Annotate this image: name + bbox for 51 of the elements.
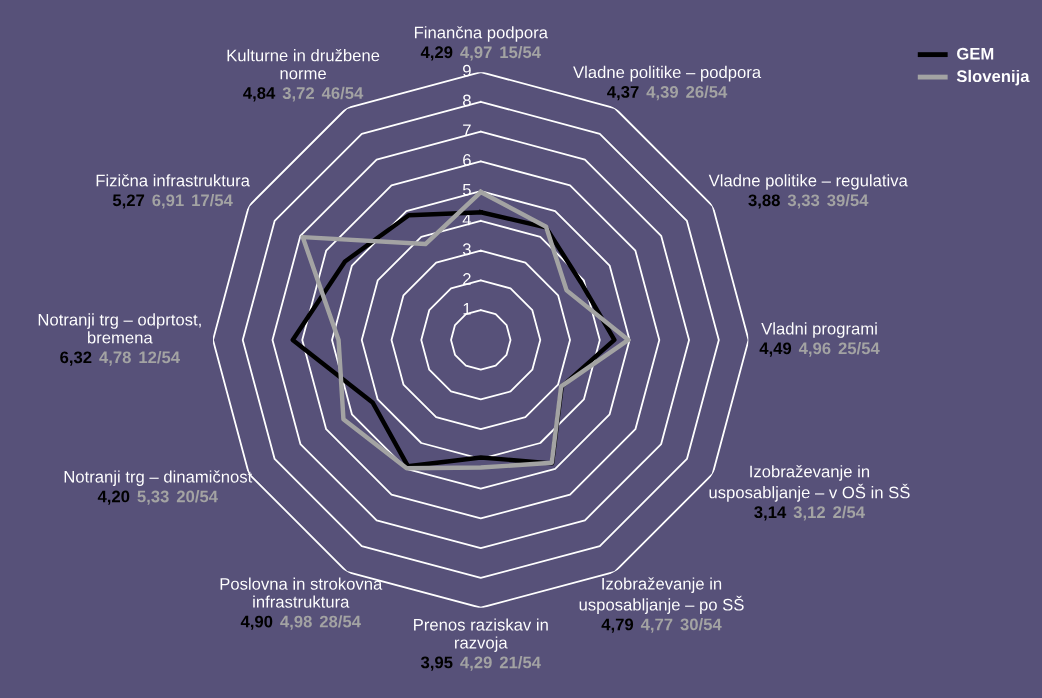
text: 4,49 xyxy=(759,342,792,357)
spoke-label: Kulturne in družbene norme xyxy=(227,49,380,80)
text: 6,32 xyxy=(60,351,92,366)
text: 39/54 xyxy=(827,193,869,207)
spoke-label: Vladne politike – podpora xyxy=(573,65,762,82)
text: 6,91 xyxy=(152,194,184,209)
text: 46/54 xyxy=(321,86,364,100)
spoke-label: Vladni programi xyxy=(761,322,877,338)
text: 5,27 xyxy=(112,194,145,209)
text: 3,88 xyxy=(748,194,780,209)
text: 2/54 xyxy=(833,505,865,519)
text: 3,95 xyxy=(420,656,453,671)
spoke-label: Izobraževanje in usposabljanje – v OŠ in SŠ xyxy=(709,465,910,502)
text: 4,96 xyxy=(798,342,831,357)
text: 4,29 xyxy=(420,46,453,61)
legend-label: GEM xyxy=(957,47,994,60)
text: 30/54 xyxy=(680,618,722,631)
text: 21/54 xyxy=(499,656,541,669)
text: 20/54 xyxy=(176,490,218,503)
text: 4,77 xyxy=(640,618,673,633)
text: 4,98 xyxy=(280,615,312,630)
spoke-label: Vladne politike – regulativa xyxy=(708,174,908,190)
text: 5,33 xyxy=(137,490,169,505)
text: 4,39 xyxy=(646,86,679,101)
text: 26/54 xyxy=(686,85,728,98)
text: 4,37 xyxy=(607,86,639,101)
text: 4,29 xyxy=(460,656,492,671)
text: 28/54 xyxy=(319,615,361,628)
text: 4,90 xyxy=(240,615,273,630)
text: 4,97 xyxy=(460,46,492,61)
text: 4,79 xyxy=(601,618,634,633)
spoke-label: Notranji trg – odprtost, bremena xyxy=(38,313,201,344)
spoke-label: Fizična infrastruktura xyxy=(96,174,250,187)
legend-label: Slovenija xyxy=(956,69,1030,86)
text: 12/54 xyxy=(139,350,180,364)
text: 3,72 xyxy=(282,87,314,102)
text: 3,14 xyxy=(754,506,787,521)
spoke-label: Poslovna in strokovna infrastruktura xyxy=(220,577,383,608)
spoke-label: Izobraževanje in usposabljanje – po SŠ xyxy=(579,577,744,614)
text: 17/54 xyxy=(192,193,233,207)
text: 4,78 xyxy=(99,351,131,366)
text: 15/54 xyxy=(500,45,541,59)
spoke-label: Finančna podpora xyxy=(414,26,548,42)
y-tick-label: 9 xyxy=(463,64,471,77)
text: 3,12 xyxy=(793,506,825,521)
text: 25/54 xyxy=(838,342,880,355)
text: 4,84 xyxy=(243,87,276,102)
text: 4,20 xyxy=(97,490,130,505)
spoke-label: Notranji trg – dinamičnost xyxy=(64,470,253,486)
spoke-label: Prenos raziskav in razvoja xyxy=(414,618,548,652)
text: 3,33 xyxy=(787,194,820,209)
